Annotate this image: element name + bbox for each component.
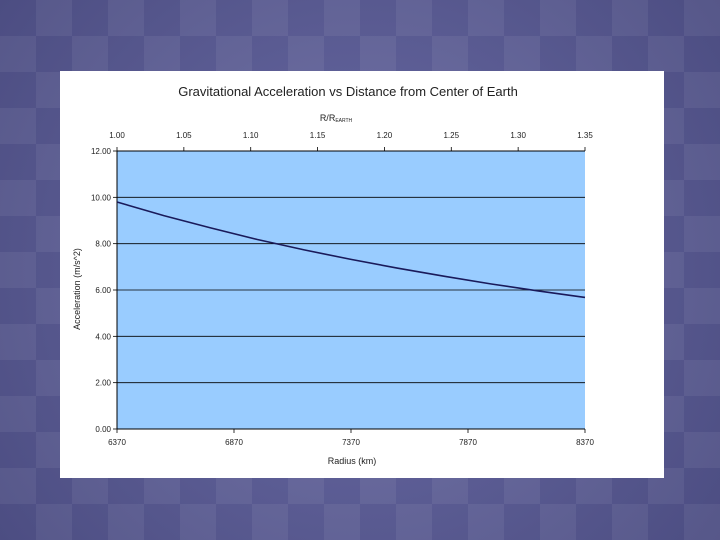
y-tick-label: 2.00 xyxy=(95,379,111,388)
y-tick-label: 10.00 xyxy=(91,193,112,202)
chart-svg: Gravitational Acceleration vs Distance f… xyxy=(72,84,594,466)
secondary-x-axis-title-subscript: EARTH xyxy=(335,118,352,124)
x-tick-label: 8370 xyxy=(576,438,594,447)
x-tick-label: 7370 xyxy=(342,438,360,447)
y-axis-title: Acceleration (m/s^2) xyxy=(72,248,82,330)
x-tick-label: 6870 xyxy=(225,438,243,447)
x-axis-title: Radius (km) xyxy=(328,456,377,466)
y-tick-label: 12.00 xyxy=(91,147,112,156)
axes: 0.00 2.00 4.00 6.00 8.00 10.00 12.00 6370 6870 73… xyxy=(91,131,594,447)
x2-tick-label: 1.00 xyxy=(109,131,125,140)
y-tick-label: 4.00 xyxy=(95,332,111,341)
x2-tick-label: 1.10 xyxy=(243,131,259,140)
x2-tick-label: 1.35 xyxy=(577,131,593,140)
chart-title: Gravitational Acceleration vs Distance f… xyxy=(178,84,518,99)
chart-panel: Gravitational Acceleration vs Distance f… xyxy=(60,71,664,478)
secondary-x-axis-title-main: R/R xyxy=(320,113,336,123)
y-tick-label: 0.00 xyxy=(95,425,111,434)
x2-tick-label: 1.30 xyxy=(510,131,526,140)
y-tick-label: 6.00 xyxy=(95,286,111,295)
x-tick-label: 6370 xyxy=(108,438,126,447)
x2-tick-label: 1.25 xyxy=(443,131,459,140)
secondary-x-axis-title: R/REARTH xyxy=(320,113,353,124)
x-tick-label: 7870 xyxy=(459,438,477,447)
x2-tick-label: 1.05 xyxy=(176,131,192,140)
x2-tick-label: 1.15 xyxy=(310,131,326,140)
y-tick-label: 8.00 xyxy=(95,240,111,249)
x2-tick-label: 1.20 xyxy=(377,131,393,140)
series-layer xyxy=(116,201,586,299)
series-line xyxy=(116,201,586,299)
